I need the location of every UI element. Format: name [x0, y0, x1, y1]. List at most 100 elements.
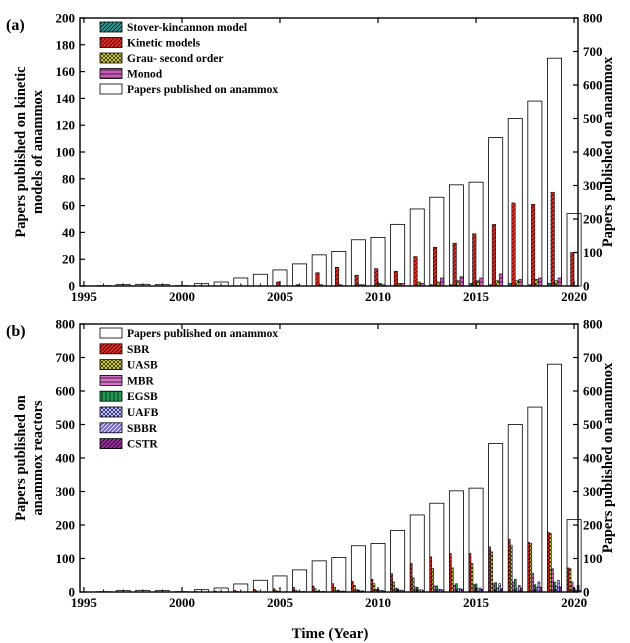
bar-sbr-2018	[527, 542, 531, 593]
y2-tick-label: 400	[583, 145, 603, 160]
bar-monod-2015	[479, 277, 484, 287]
y2-tick-label: 200	[583, 518, 603, 533]
y2-tick-label: 500	[583, 417, 603, 432]
bar-grau-second-order-2017	[515, 280, 520, 287]
bar-kinetic-models-2014	[452, 242, 457, 287]
bar-monod-2018	[538, 277, 543, 287]
legend-label: Papers published on anammox	[127, 328, 278, 340]
y2-tick-label: 800	[583, 317, 603, 332]
x-tick-label: 2015	[463, 289, 490, 304]
bar-uasb-2020	[568, 568, 572, 593]
legend-label: CSTR	[127, 439, 158, 451]
bar-sbr-2013	[429, 556, 433, 593]
x-tick-label: 2020	[561, 289, 587, 304]
legend-label: Papers published on anammox	[127, 84, 278, 96]
y-tick-label: 600	[56, 384, 76, 399]
x-tick-label: 2010	[365, 595, 391, 610]
y-tick-label: 500	[56, 417, 76, 432]
x-tick-label: 2005	[267, 595, 294, 610]
legend-label: UAFB	[127, 407, 159, 419]
legend-swatch	[99, 406, 123, 418]
legend-swatch	[99, 422, 123, 434]
x-tick-label: 2000	[169, 595, 195, 610]
bar-kinetic-models-2012	[413, 256, 418, 287]
y-tick-label: 180	[56, 37, 76, 52]
bar-grau-second-order-2014	[456, 280, 461, 287]
y-tick-label: 0	[69, 585, 76, 600]
legend-swatch	[99, 68, 123, 79]
legend-swatch	[99, 390, 123, 402]
x-tick-label: 2015	[463, 595, 490, 610]
bar-sbr-2014	[449, 553, 452, 593]
bar-monod-2016	[498, 273, 503, 287]
bar-cstr-2019	[559, 586, 562, 593]
bar-kinetic-models-2020	[570, 252, 575, 287]
bar-uasb-2014	[451, 567, 454, 593]
y2-axis-label: Papers published on anammox	[600, 362, 616, 553]
y2-tick-label: 700	[583, 44, 603, 59]
y-tick-label: 120	[56, 118, 76, 133]
legend-swatch	[99, 21, 123, 33]
bar-mbr-2013	[433, 585, 437, 593]
bar-kinetic-models-2015	[472, 233, 477, 287]
y-tick-label: 800	[56, 317, 76, 332]
legend-label: EGSB	[127, 391, 158, 403]
bar-kinetic-models-2008	[335, 266, 340, 287]
y-tick-label: 400	[56, 451, 76, 466]
bar-uasb-2019	[549, 533, 552, 593]
legend-label: Kinetic models	[127, 38, 201, 50]
bar-monod-2014	[459, 276, 464, 287]
legend-swatch	[99, 438, 123, 450]
bar-kinetic-models-2018	[531, 204, 536, 287]
y2-tick-label: 0	[583, 585, 590, 600]
y2-tick-label: 100	[583, 245, 603, 260]
legend-swatch	[99, 374, 123, 386]
y2-tick-label: 600	[583, 78, 603, 93]
y-tick-label: 700	[56, 350, 76, 365]
bar-cstr-2018	[539, 587, 543, 593]
y-axis-label: Papers published on kineticmodels of ana…	[13, 66, 46, 238]
y-tick-label: 200	[56, 518, 76, 533]
bar-kinetic-models-2007	[315, 272, 320, 287]
bar-sbr-2012	[409, 563, 413, 593]
bar-uasb-2010	[372, 583, 376, 593]
bar-mbr-2017	[511, 581, 515, 593]
y2-tick-label: 800	[583, 11, 603, 26]
bar-mbr-2012	[413, 586, 417, 593]
y2-tick-label: 500	[583, 111, 603, 126]
legend-label: Stover-kincannon model	[127, 22, 247, 34]
legend-label: SBBR	[127, 423, 158, 435]
bar-uasb-2017	[509, 544, 513, 593]
x-tick-label: 2005	[267, 289, 294, 304]
bar-sbr-2017	[507, 538, 511, 593]
bar-monod-2017	[518, 279, 523, 287]
x-tick-label: 1995	[71, 595, 98, 610]
y-tick-label: 160	[56, 64, 76, 79]
bar-uasb-2016	[490, 551, 493, 593]
y2-tick-label: 700	[583, 350, 603, 365]
y2-tick-label: 0	[583, 279, 590, 294]
bar-grau-second-order-2016	[495, 280, 500, 287]
x-axis-label: Time (Year)	[292, 626, 369, 642]
legend: Papers published on anammox SBR UASB MBR EGS…	[99, 327, 278, 451]
bar-sbr-2007	[311, 585, 315, 593]
legend-swatch	[99, 83, 123, 95]
bar-uasb-2008	[333, 587, 337, 593]
y2-tick-label: 200	[583, 212, 603, 227]
bar-kinetic-models-2009	[354, 275, 359, 287]
chart-panel-b: 1995 2000 2005 2010 2015 20200100200300400500…	[6, 317, 616, 611]
bar-mbr-2020	[570, 581, 574, 593]
bar-mbr-2016	[492, 583, 495, 593]
bar-total-2006	[292, 263, 308, 287]
y2-tick-label: 300	[583, 178, 603, 193]
y-tick-label: 300	[56, 484, 76, 499]
bar-kinetic-models-2013	[433, 246, 438, 287]
bar-sbr-2008	[331, 583, 335, 593]
bar-sbr-2010	[370, 579, 374, 593]
legend-swatch	[99, 359, 123, 371]
bar-mbr-2019	[551, 568, 554, 593]
bar-uasb-2018	[529, 543, 533, 593]
bar-sbr-2019	[547, 532, 550, 593]
bar-uasb-2015	[470, 563, 474, 593]
